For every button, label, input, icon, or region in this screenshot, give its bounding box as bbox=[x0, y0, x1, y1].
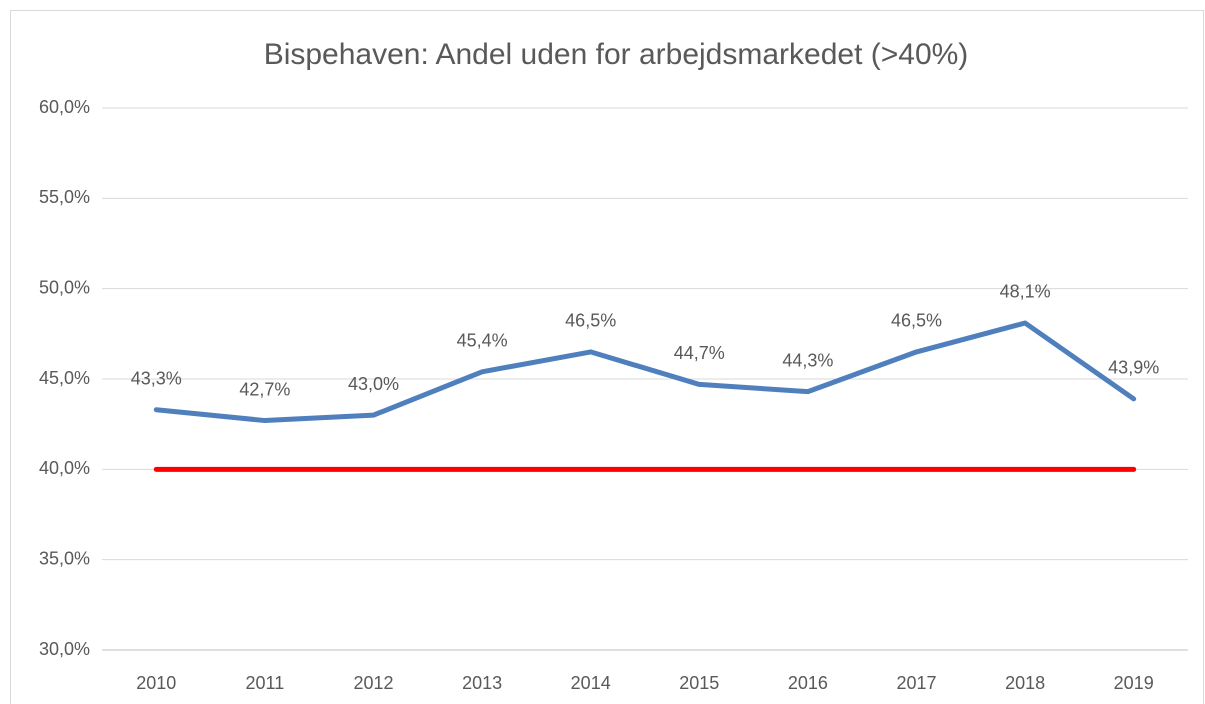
data-label: 43,3% bbox=[131, 368, 182, 388]
data-label: 43,0% bbox=[348, 374, 399, 394]
y-tick-label: 45,0% bbox=[39, 368, 90, 388]
line bbox=[153, 320, 1137, 424]
y-tick-label: 55,0% bbox=[39, 187, 90, 207]
data-label: 45,4% bbox=[457, 331, 508, 351]
x-tick-label: 2014 bbox=[571, 673, 611, 693]
x-tick-label: 2011 bbox=[246, 673, 285, 693]
x-tick-label: 2015 bbox=[679, 673, 719, 693]
x-tick-label: 2016 bbox=[788, 673, 828, 693]
x-tick-label: 2018 bbox=[1005, 673, 1045, 693]
y-tick-label: 40,0% bbox=[39, 458, 90, 478]
y-tick-label: 30,0% bbox=[39, 639, 90, 659]
x-tick-label: 2019 bbox=[1114, 673, 1154, 693]
data-label: 46,5% bbox=[565, 311, 616, 331]
chart-title: Bispehaven: Andel uden for arbejdsmarked… bbox=[264, 38, 969, 71]
data-label: 48,1% bbox=[1000, 282, 1051, 302]
x-tick-label: 2010 bbox=[136, 673, 176, 693]
data-label: 46,5% bbox=[891, 311, 942, 331]
y-tick-label: 60,0% bbox=[39, 97, 90, 117]
x-tick-label: 2012 bbox=[353, 673, 393, 693]
y-tick-label: 35,0% bbox=[39, 548, 90, 568]
data-label: 43,9% bbox=[1108, 358, 1159, 378]
x-tick-label: 2013 bbox=[462, 673, 502, 693]
data-label: 42,7% bbox=[239, 379, 290, 399]
x-tick-label: 2017 bbox=[896, 673, 936, 693]
data-label: 44,3% bbox=[782, 350, 833, 370]
data-label: 44,7% bbox=[674, 343, 725, 363]
y-tick-label: 50,0% bbox=[39, 277, 90, 297]
